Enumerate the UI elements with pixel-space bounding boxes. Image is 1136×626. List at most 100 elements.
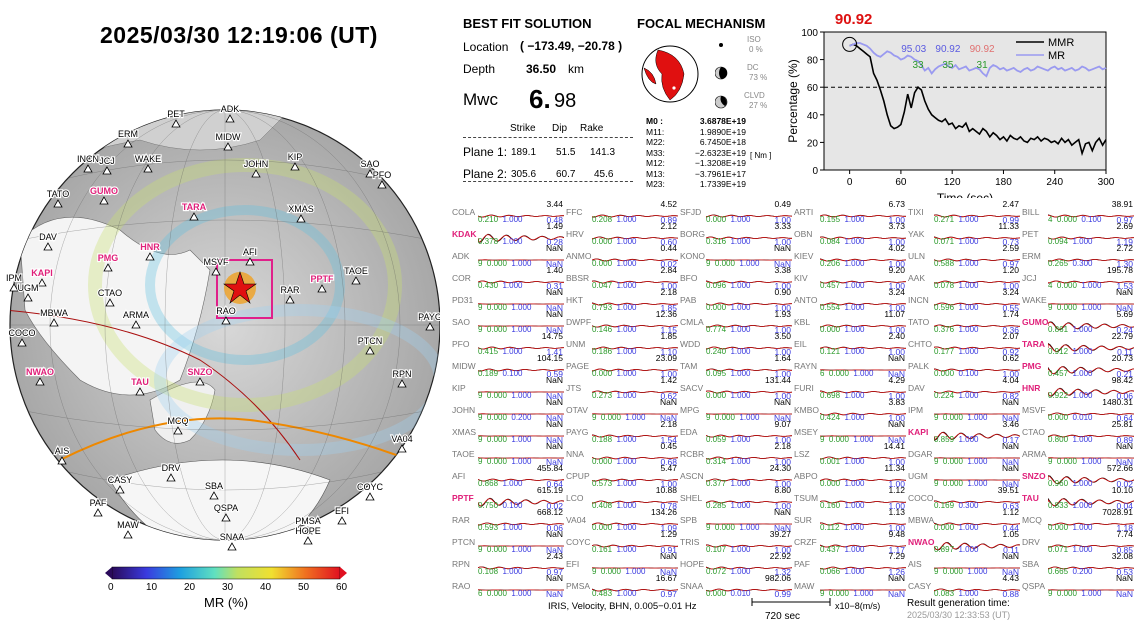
- station-cell[interactable]: KDAK 1.49 0.378 1.000 0.28: [452, 221, 565, 248]
- station-cell[interactable]: KIP NaN 9 0.000 1.000 NaN: [452, 375, 565, 402]
- station-cell[interactable]: GUMO 5.69 0.861 1.000 0.24: [1022, 309, 1135, 336]
- station-cell[interactable]: AAK 1.20 0.078 1.000 1.00: [908, 265, 1021, 292]
- station-cell[interactable]: AIS NaN 9 0.000 1.000 NaN: [908, 551, 1021, 578]
- station-cell[interactable]: XMAS NaN 9 0.000 1.000 NaN: [452, 419, 565, 446]
- station-cell[interactable]: DAV 4.04 0.224 1.000 0.82: [908, 375, 1021, 402]
- station-cell[interactable]: VA04 134.26 0.000 1.000 1.09: [566, 507, 679, 534]
- station-cell[interactable]: PMG 20.73 0.457 1.000 0.21: [1022, 353, 1135, 380]
- station-cell[interactable]: SUR 1.13 0.112 1.000 1.00: [794, 507, 907, 534]
- station-cell[interactable]: CTAO 25.81 0.800 1.000 0.89: [1022, 419, 1135, 446]
- station-cell[interactable]: YAK 11.33 0.071 1.000 0.73: [908, 221, 1021, 248]
- station-cell[interactable]: MAW NaN 9 0.000 1.000 NaN: [794, 573, 907, 600]
- station-cell[interactable]: MCQ 7028.91 0.000 1.000 1.18: [1022, 507, 1135, 534]
- station-cell[interactable]: CHTO 2.07 0.177 1.000 0.92: [908, 331, 1021, 358]
- station-cell[interactable]: HRV 2.12 0.000 1.000 0.60: [566, 221, 679, 248]
- station-cell[interactable]: MPG NaN 9 0.000 1.000 NaN: [680, 397, 793, 424]
- station-cell[interactable]: SHEL 8.80 0.285 1.000 1.00: [680, 485, 793, 512]
- station-cell[interactable]: BFO 3.38 0.096 1.000 1.00: [680, 265, 793, 292]
- station-cell[interactable]: SAO NaN 9 0.000 1.000 NaN: [452, 309, 565, 336]
- station-cell[interactable]: SNZO 572.66 0.960 1.000 0.02: [1022, 463, 1135, 490]
- station-cell[interactable]: BORG 3.33 0.316 1.000 1.00: [680, 221, 793, 248]
- station-cell[interactable]: ANMO 0.44 0.000 1.000 0.02: [566, 243, 679, 270]
- station-cell[interactable]: RAR 668.12 0.593 1.000 0.06: [452, 507, 565, 534]
- station-cell[interactable]: CPUP 5.47 0.573 1.000 1.00: [566, 463, 679, 490]
- station-cell[interactable]: RAO NaN 6 0.000 1.000 NaN: [452, 573, 565, 600]
- station-cell[interactable]: BBSR 2.84 0.047 1.000 1.00: [566, 265, 679, 292]
- station-cell[interactable]: ERM 2.72 0.265 0.300 1.30: [1022, 243, 1135, 270]
- station-cell[interactable]: TATO 1.74 0.376 1.000 0.36: [908, 309, 1021, 336]
- station-cell[interactable]: TARA 22.79 0.912 1.000 0.11: [1022, 331, 1135, 358]
- station-cell[interactable]: LSZ 14.41 0.001 1.000 1.00: [794, 441, 907, 468]
- station-cell[interactable]: JTS 1.42 0.273 1.000 0.62: [566, 375, 679, 402]
- station-cell[interactable]: HOPE 22.92 0.072 1.000 1.32: [680, 551, 793, 578]
- station-cell[interactable]: PALK 0.62 0.000 0.100 1.00: [908, 353, 1021, 380]
- station-cell[interactable]: UNM 1.85 0.186 1.000 1.10: [566, 331, 679, 358]
- station-cell[interactable]: INCN 3.24 0.596 1.000 0.55: [908, 287, 1021, 314]
- station-cell[interactable]: JCJ 195.78 4 0.000 1.000 1.53: [1022, 265, 1135, 292]
- station-cell[interactable]: JOHN NaN 9 0.000 0.200 NaN: [452, 397, 565, 424]
- station-cell[interactable]: KIEV 4.02 0.206 1.000 1.00: [794, 243, 907, 270]
- station-cell[interactable]: CRZF 9.48 0.437 1.000 1.17: [794, 529, 907, 556]
- station-cell[interactable]: PAYG 2.18 0.188 1.000 1.54: [566, 419, 679, 446]
- station-cell[interactable]: WDD 3.50 0.240 1.000 1.00: [680, 331, 793, 358]
- station-cell[interactable]: PD31 NaN 9 0.000 1.000 NaN: [452, 287, 565, 314]
- station-cell[interactable]: ADK NaN 9 0.000 1.000 NaN: [452, 243, 565, 270]
- station-cell[interactable]: ANTO 3.24 0.554 1.000 1.00: [794, 287, 907, 314]
- station-cell[interactable]: ABPO 11.34 0.000 1.000 1.00: [794, 463, 907, 490]
- station-cell[interactable]: PPTF 615.19 0.750 0.100 0.02: [452, 485, 565, 512]
- station-cell[interactable]: PTCN NaN 9 0.000 1.000 NaN: [452, 529, 565, 556]
- station-cell[interactable]: AFI 455.84 0.868 1.000 0.64: [452, 463, 565, 490]
- station-cell[interactable]: CMLA 1.93 0.774 1.000 1.00: [680, 309, 793, 336]
- station-cell[interactable]: COLA 3.44 0.210 1.000 0.48: [452, 199, 565, 226]
- station-cell[interactable]: MBWA 1.12 0.000 1.000 0.44: [908, 507, 1021, 534]
- station-cell[interactable]: RPN 2.43 0.108 1.000 0.97: [452, 551, 565, 578]
- station-cell[interactable]: TIXI 2.47 0.271 1.000 0.99: [908, 199, 1021, 226]
- station-cell[interactable]: SFJD 0.49 0.000 1.000 1.00: [680, 199, 793, 226]
- station-cell[interactable]: QSPA NaN 9 0.000 1.000 NaN: [1022, 573, 1135, 600]
- station-cell[interactable]: TRIS 39.27 0.107 1.000 1.00: [680, 529, 793, 556]
- station-cell[interactable]: ARMA NaN 9 0.000 1.000 NaN: [1022, 441, 1135, 468]
- station-cell[interactable]: COR 1.40 0.430 1.000 0.31: [452, 265, 565, 292]
- station-cell[interactable]: SPB NaN 9 0.000 1.000 NaN: [680, 507, 793, 534]
- station-cell[interactable]: SACV 131.44 0.000 1.000 1.00: [680, 375, 793, 402]
- station-cell[interactable]: KONO NaN 9 0.000 1.000 NaN: [680, 243, 793, 270]
- station-cell[interactable]: IPM NaN 9 0.000 1.000 NaN: [908, 397, 1021, 424]
- station-cell[interactable]: KBL 11.07 0.000 1.000 1.00: [794, 309, 907, 336]
- station-cell[interactable]: DGAR NaN 9 0.000 1.000 NaN: [908, 441, 1021, 468]
- station-cell[interactable]: UGM NaN 9 0.000 1.000 NaN: [908, 463, 1021, 490]
- station-cell[interactable]: RCBR 2.18 0.314 1.000 1.00: [680, 441, 793, 468]
- station-cell[interactable]: EFI NaN 9 0.000 1.000 NaN: [566, 551, 679, 578]
- station-cell[interactable]: TSUM 1.12 0.160 1.000 1.00: [794, 485, 907, 512]
- station-cell[interactable]: MIDW 104.15 0.189 0.100 0.59: [452, 353, 565, 380]
- station-cell[interactable]: TAU 10.10 0.833 1.000 0.04: [1022, 485, 1135, 512]
- station-cell[interactable]: EIL 2.40 0.121 1.000 1.00: [794, 331, 907, 358]
- station-cell[interactable]: WAKE NaN 9 0.000 1.000 NaN: [1022, 287, 1135, 314]
- station-cell[interactable]: PMSA 16.67 0.483 1.000 0.97: [566, 573, 679, 600]
- station-cell[interactable]: DRV 7.74 0.071 1.000 0.85: [1022, 529, 1135, 556]
- station-cell[interactable]: ULN 2.59 0.588 1.000 0.97: [908, 243, 1021, 270]
- station-cell[interactable]: FFC 4.52 0.208 1.000 0.89: [566, 199, 679, 226]
- station-cell[interactable]: COYC 1.29 0.161 1.000 0.91: [566, 529, 679, 556]
- station-cell[interactable]: NWAO 1.05 0.897 1.000 0.11: [908, 529, 1021, 556]
- station-cell[interactable]: ARTI 6.73 0.155 1.000 1.00: [794, 199, 907, 226]
- station-cell[interactable]: PAF 7.29 0.066 1.000 1.26: [794, 551, 907, 578]
- station-cell[interactable]: TAM 1.64 0.095 1.000 1.00: [680, 353, 793, 380]
- station-cell[interactable]: KMBO 3.83 0.424 1.000 1.00: [794, 397, 907, 424]
- station-cell[interactable]: NNA 0.45 0.000 1.000 0.68: [566, 441, 679, 468]
- station-cell[interactable]: PAB 0.90 0.000 1.000 1.00: [680, 287, 793, 314]
- station-cell[interactable]: PET 2.69 0.094 1.000 1.19: [1022, 221, 1135, 248]
- station-cell[interactable]: RAYN NaN 6 0.000 1.000 NaN: [794, 353, 907, 380]
- station-cell[interactable]: CASY 4.43 0.083 1.000 0.88: [908, 573, 1021, 600]
- station-cell[interactable]: ASCN 24.30 0.377 1.000 1.00: [680, 463, 793, 490]
- station-cell[interactable]: KIV 9.20 0.457 1.000 1.00: [794, 265, 907, 292]
- station-cell[interactable]: MSEY NaN 9 0.000 1.000 NaN: [794, 419, 907, 446]
- station-cell[interactable]: OTAV NaN 9 0.000 1.000 NaN: [566, 397, 679, 424]
- station-cell[interactable]: OBN 3.73 0.084 1.000 1.00: [794, 221, 907, 248]
- station-cell[interactable]: TAOE NaN 9 0.000 1.000 NaN: [452, 441, 565, 468]
- station-cell[interactable]: HNR 98.42 0.922 1.000 0.06: [1022, 375, 1135, 402]
- station-cell[interactable]: COCO 39.51 0.169 0.300 0.63: [908, 485, 1021, 512]
- station-cell[interactable]: KAPI 3.46 0.859 1.000 0.17: [908, 419, 1021, 446]
- station-cell[interactable]: PFO 14.75 0.415 1.000 1.41: [452, 331, 565, 358]
- station-cell[interactable]: LCO 10.88 0.408 1.000 0.78: [566, 485, 679, 512]
- station-cell[interactable]: MSVF 1480.31 0.000 0.010 0.64: [1022, 397, 1135, 424]
